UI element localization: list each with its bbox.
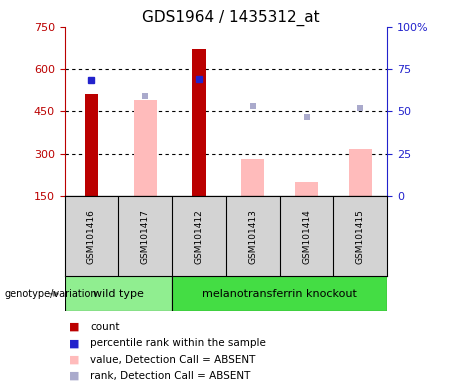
- Text: melanotransferrin knockout: melanotransferrin knockout: [202, 289, 357, 299]
- Bar: [172, 276, 387, 311]
- Text: ■: ■: [69, 338, 80, 348]
- Text: ■: ■: [69, 354, 80, 364]
- Text: ■: ■: [69, 322, 80, 332]
- Text: wild type: wild type: [93, 289, 144, 299]
- Bar: [65, 276, 172, 311]
- Text: GSM101415: GSM101415: [356, 209, 365, 263]
- Text: count: count: [90, 322, 119, 332]
- Text: GDS1964 / 1435312_at: GDS1964 / 1435312_at: [142, 10, 319, 26]
- Text: GSM101417: GSM101417: [141, 209, 150, 263]
- Bar: [242, 159, 264, 196]
- Text: GSM101412: GSM101412: [195, 209, 203, 263]
- Text: genotype/variation: genotype/variation: [5, 289, 97, 299]
- Bar: [295, 182, 318, 196]
- Bar: [349, 149, 372, 196]
- Bar: [134, 100, 156, 196]
- Text: GSM101416: GSM101416: [87, 209, 96, 263]
- Text: GSM101413: GSM101413: [248, 209, 257, 263]
- Text: value, Detection Call = ABSENT: value, Detection Call = ABSENT: [90, 354, 255, 364]
- Bar: [192, 50, 206, 196]
- Text: rank, Detection Call = ABSENT: rank, Detection Call = ABSENT: [90, 371, 250, 381]
- Text: percentile rank within the sample: percentile rank within the sample: [90, 338, 266, 348]
- Text: ■: ■: [69, 371, 80, 381]
- Text: GSM101414: GSM101414: [302, 209, 311, 263]
- Bar: [85, 94, 98, 196]
